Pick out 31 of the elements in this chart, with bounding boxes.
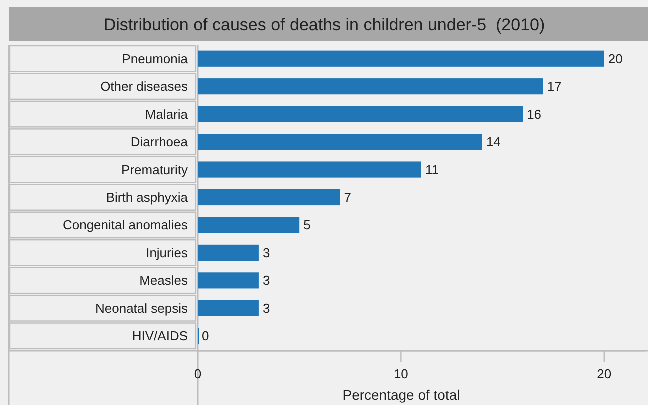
bar — [198, 244, 259, 261]
y-tick-label: Prematurity — [122, 162, 188, 178]
y-tick-label: Other diseases — [100, 79, 188, 94]
data-label: 3 — [262, 273, 270, 288]
data-label: 3 — [262, 245, 270, 260]
y-tick-label: Malaria — [145, 106, 189, 122]
data-label: 14 — [486, 134, 501, 150]
chart-title: Distribution of causes of deaths in children under-5 (2010) — [104, 16, 546, 34]
x-tick-label: 0 — [194, 366, 202, 382]
bar — [198, 272, 259, 289]
data-label: 17 — [547, 79, 562, 94]
y-tick-label: Congenital anomalies — [62, 218, 188, 233]
y-tick-label: Diarrhoea — [130, 134, 189, 150]
data-label: 11 — [426, 162, 439, 178]
x-axis-title: Percentage of total — [342, 387, 460, 403]
data-label: 20 — [608, 51, 623, 66]
y-tick-label: Birth asphyxia — [106, 190, 189, 205]
y-tick-label: Measles — [140, 273, 188, 288]
y-tick-label: Pneumonia — [122, 51, 189, 66]
data-label: 5 — [304, 218, 311, 233]
y-tick-label: Injuries — [146, 245, 188, 260]
x-tick-label: 20 — [597, 366, 612, 382]
data-label: 3 — [262, 300, 270, 316]
data-label: 0 — [202, 328, 210, 344]
data-label: 16 — [527, 106, 542, 122]
y-tick-label: HIV/AIDS — [132, 328, 188, 344]
y-tick-label: Neonatal sepsis — [96, 300, 188, 316]
bar — [198, 217, 300, 234]
x-tick-label: 10 — [394, 366, 408, 382]
data-label: 7 — [344, 190, 352, 205]
bar — [198, 300, 259, 316]
